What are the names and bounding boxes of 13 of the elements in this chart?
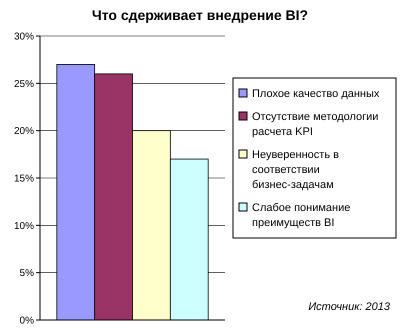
chart-title: Что сдерживает внедрение BI? (92, 7, 308, 23)
y-tick-label: 5% (20, 268, 34, 280)
y-tick-label: 20% (14, 126, 34, 138)
legend-label: Неуверенность в соответствии бизнес-задачам (252, 149, 340, 191)
y-tick-label: 30% (14, 32, 34, 42)
y-tick-label: 15% (14, 174, 34, 184)
y-tick-label: 25% (14, 78, 34, 90)
legend-label: Слабое понимание преимуществ BI (252, 202, 350, 229)
legend-label: Плохое качество данных (252, 88, 380, 100)
text: Источник: 2013 (308, 301, 391, 313)
y-tick-label: 0% (20, 316, 34, 326)
y-tick-label: 10% (14, 220, 34, 232)
legend-label: Отсутствие методологии расчета KPI (252, 111, 378, 138)
